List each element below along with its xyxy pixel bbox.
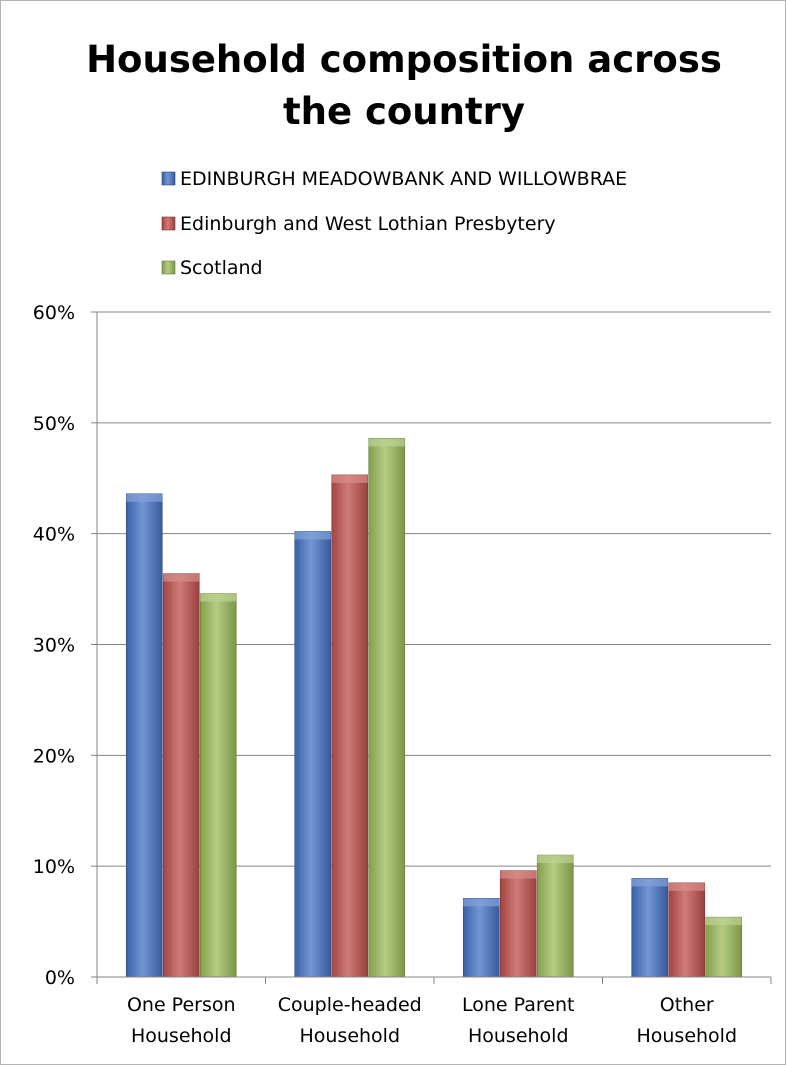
legend-item-series-1: EDINBURGH MEADOWBANK AND WILLOWBRAE	[161, 168, 627, 190]
y-tick-label: 40%	[33, 524, 75, 546]
bar-cap-3-4	[705, 917, 742, 926]
x-category-label: Household	[299, 1025, 400, 1047]
bars	[125, 438, 743, 978]
y-tick-label: 10%	[33, 856, 75, 878]
x-category-label: Household	[468, 1025, 569, 1047]
bar-cap-1-4	[631, 878, 668, 887]
bar-cap-3-1	[200, 593, 237, 602]
bar-1-3	[462, 898, 500, 978]
bar-1-4	[631, 878, 669, 978]
bar-2-2	[331, 474, 369, 978]
legend-label-series-3: Scotland	[180, 257, 263, 279]
bar-cap-1-1	[126, 493, 163, 502]
chart-title-line-2: the country	[283, 90, 525, 133]
bar-2-1	[162, 573, 200, 978]
legend-swatch-series-2	[161, 216, 176, 231]
x-category-label: Household	[131, 1025, 232, 1047]
x-category-label: Other	[660, 994, 714, 1016]
bar-cap-2-4	[668, 882, 705, 891]
bar-1-2	[294, 531, 332, 978]
bar-2-4	[668, 882, 706, 978]
bar-cap-1-3	[463, 898, 500, 907]
y-tick-label: 20%	[33, 745, 75, 767]
bar-cap-2-3	[500, 870, 537, 879]
bar-3-2	[368, 438, 406, 978]
x-category-label: Lone Parent	[462, 994, 574, 1016]
bar-cap-3-3	[537, 855, 574, 864]
chart-title-line-1: Household composition across	[86, 38, 722, 81]
legend-swatch-series-3	[161, 260, 176, 275]
bar-cap-2-1	[163, 573, 200, 582]
legend-label-series-1: EDINBURGH MEADOWBANK AND WILLOWBRAE	[180, 168, 627, 190]
legend: EDINBURGH MEADOWBANK AND WILLOWBRAE Edin…	[161, 168, 627, 279]
bar-cap-2-2	[331, 474, 368, 483]
bar-2-3	[499, 870, 537, 978]
y-axis-ticks: 0% 10% 20% 30% 40% 50% 60%	[33, 302, 97, 989]
y-tick-label: 30%	[33, 635, 75, 657]
x-category-label: One Person	[127, 994, 236, 1016]
legend-swatch-series-1	[161, 171, 176, 186]
axes	[91, 312, 771, 978]
x-category-label: Couple-headed	[278, 994, 422, 1016]
legend-label-series-2: Edinburgh and West Lothian Presbytery	[180, 213, 556, 235]
bar-1-1	[125, 493, 163, 978]
y-tick-label: 0%	[45, 967, 75, 989]
bar-cap-1-2	[294, 531, 331, 540]
y-tick-label: 60%	[33, 302, 75, 324]
legend-item-series-3: Scotland	[161, 257, 263, 279]
x-category-label: Household	[636, 1025, 737, 1047]
y-tick-label: 50%	[33, 413, 75, 435]
bar-3-3	[536, 854, 574, 978]
bar-3-1	[199, 593, 237, 978]
bar-3-4	[705, 916, 743, 978]
x-axis-categories: One Person Household Couple-headed Househol…	[96, 977, 772, 1047]
legend-item-series-2: Edinburgh and West Lothian Presbytery	[161, 213, 556, 235]
bar-cap-3-2	[368, 438, 405, 447]
